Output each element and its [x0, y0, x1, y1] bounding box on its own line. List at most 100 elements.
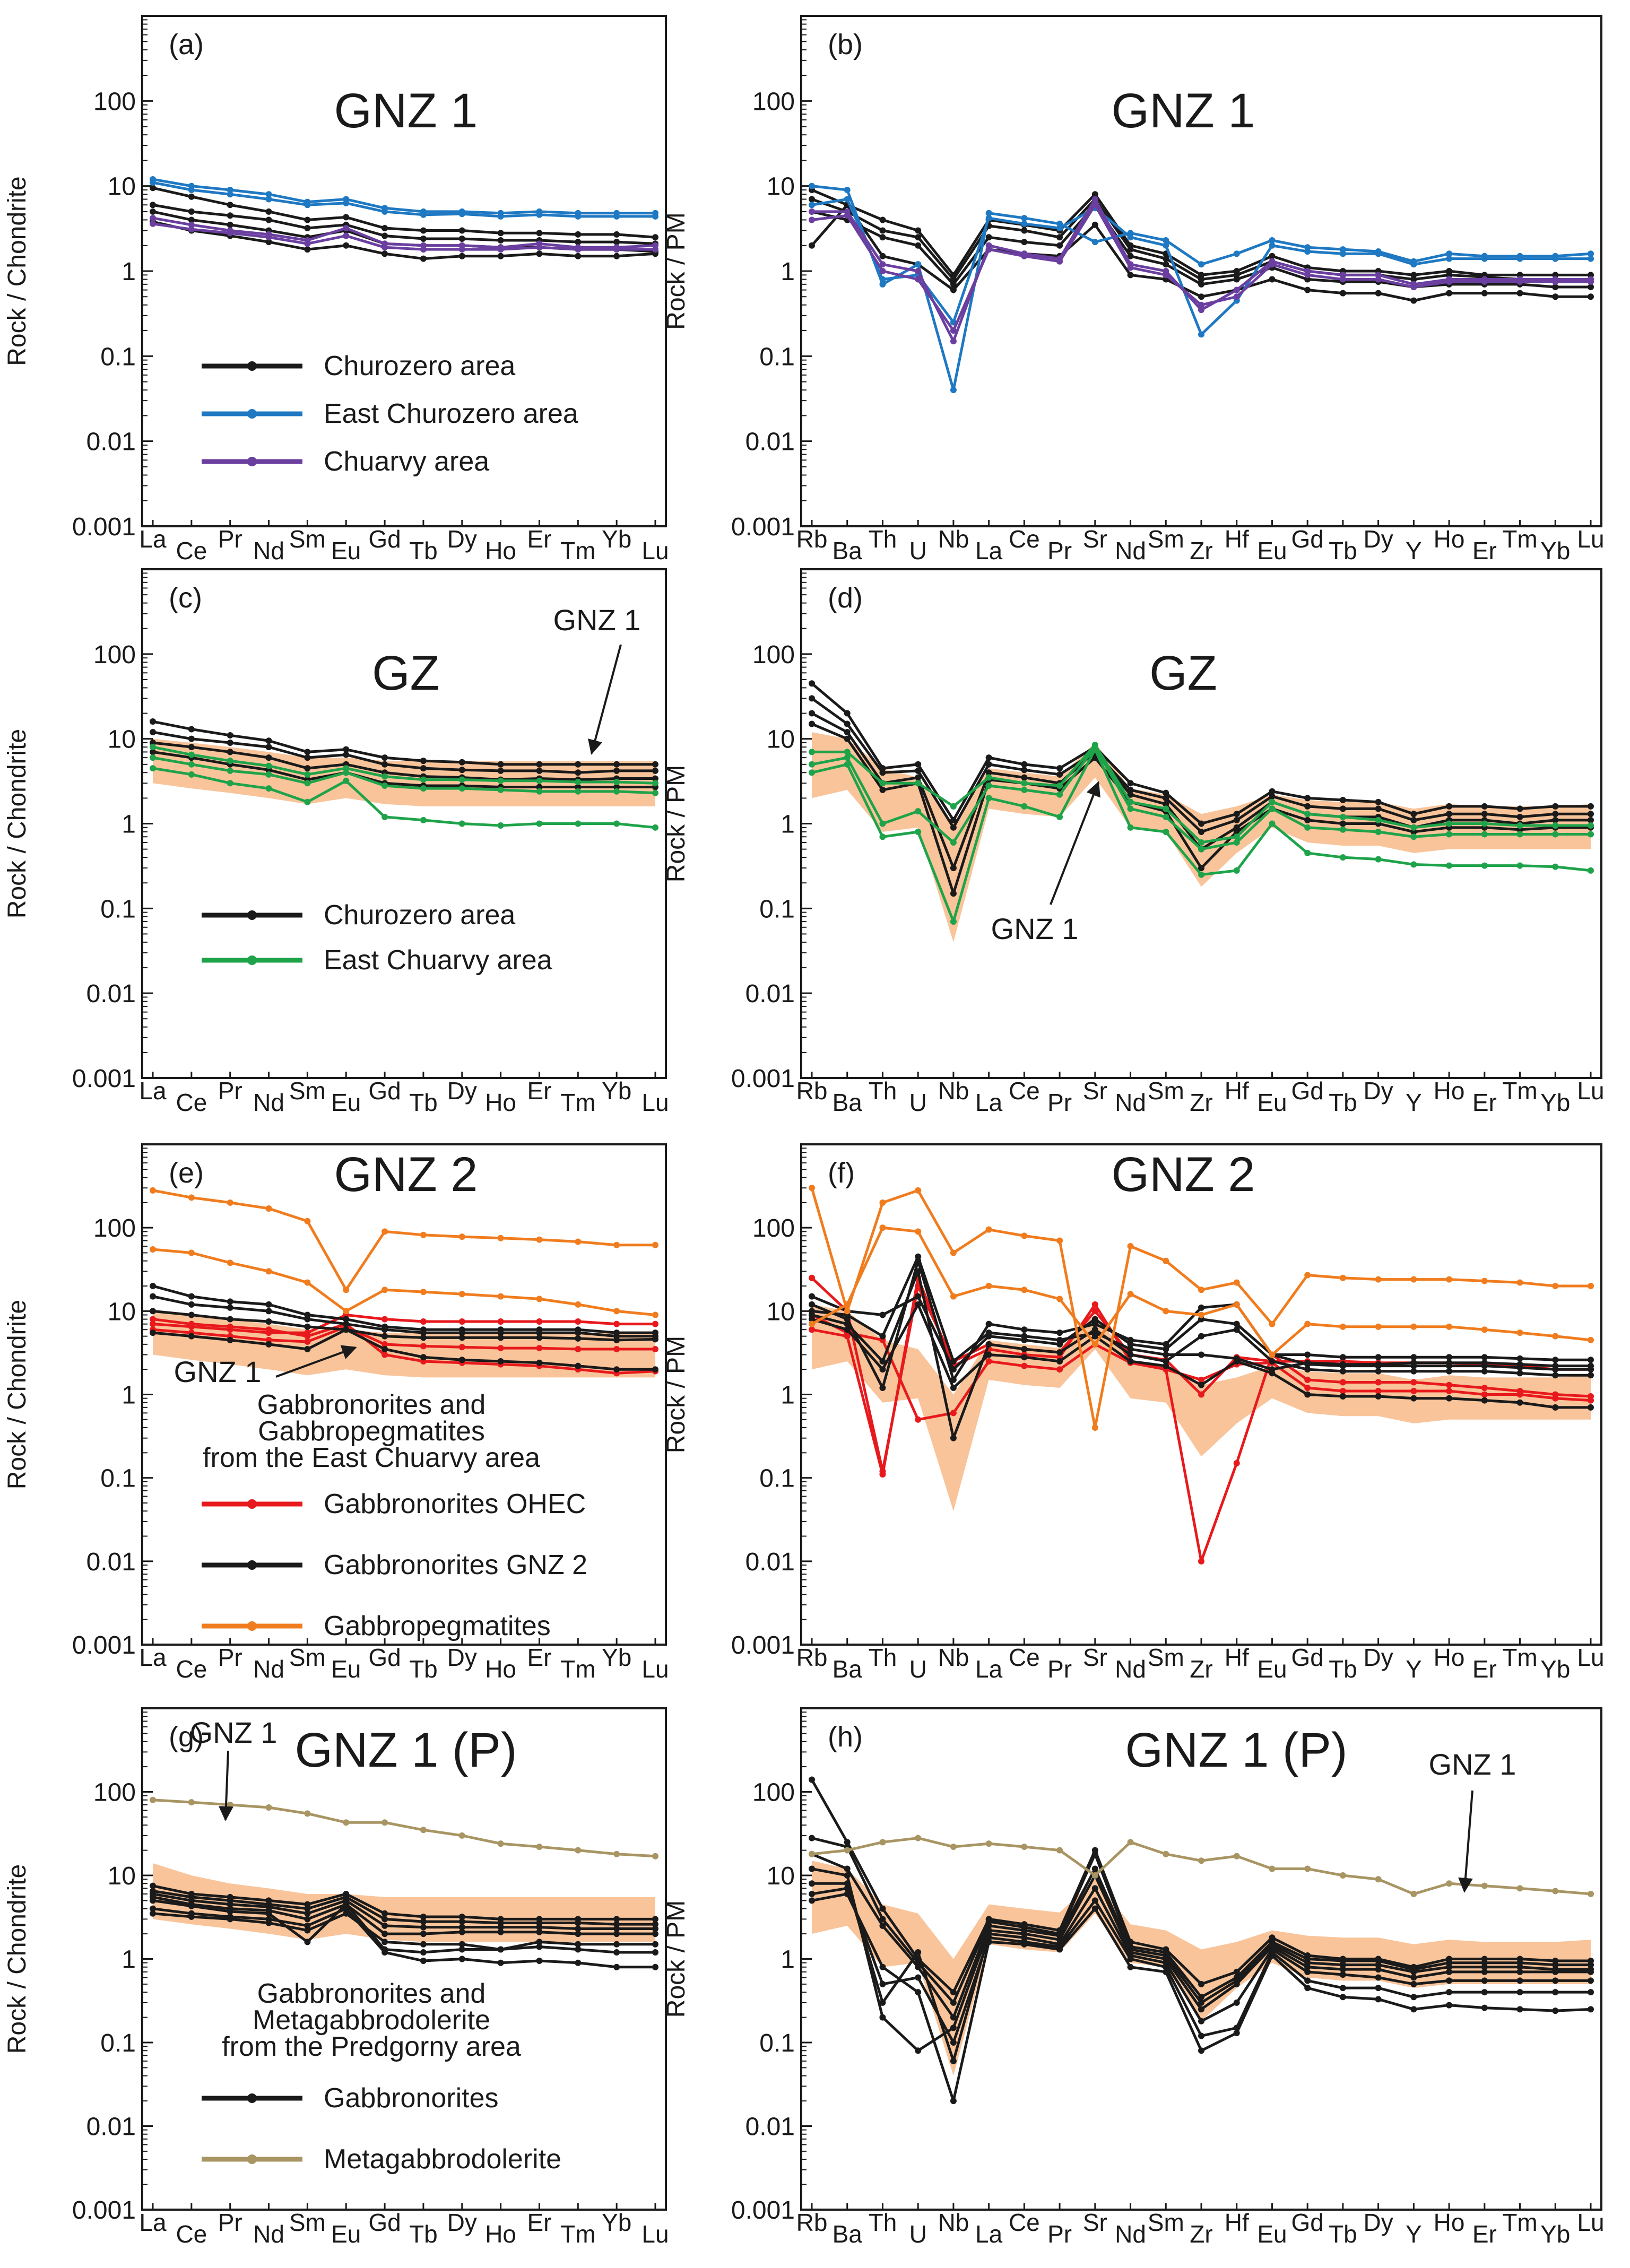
- data-point: [1375, 1985, 1382, 1992]
- x-tick-label: La: [139, 2209, 167, 2236]
- data-point: [420, 816, 427, 823]
- data-point: [497, 1334, 504, 1341]
- data-point: [1375, 250, 1382, 257]
- data-point: [575, 1318, 582, 1325]
- data-point: [1446, 279, 1453, 285]
- data-point: [1375, 290, 1382, 297]
- data-point: [1410, 824, 1417, 831]
- data-point: [985, 783, 992, 789]
- x-tick-label: Tb: [1329, 1655, 1357, 1683]
- data-point: [915, 2047, 922, 2054]
- data-point: [343, 1910, 350, 1917]
- data-point: [844, 1320, 851, 1327]
- data-point: [915, 1963, 922, 1970]
- series-line: [809, 1890, 1594, 2105]
- data-point: [879, 786, 886, 793]
- x-tick-label: Hf: [1225, 1077, 1249, 1105]
- data-point: [150, 220, 156, 227]
- data-point: [1516, 272, 1523, 279]
- data-point: [1056, 1946, 1063, 1953]
- panel-title: GNZ 2: [334, 1148, 478, 1202]
- data-point: [1304, 1985, 1311, 1992]
- y-tick-label: 10: [767, 726, 795, 754]
- data-point: [1021, 1326, 1028, 1333]
- legend: Churozero area East Chuarvy area: [202, 900, 552, 976]
- data-point: [844, 212, 851, 219]
- data-point: [1127, 1956, 1134, 1962]
- y-tick-label: 10: [108, 1862, 136, 1890]
- x-tick-label: Pr: [218, 525, 242, 553]
- data-point: [879, 1980, 886, 1987]
- data-point: [265, 234, 272, 241]
- data-point: [188, 226, 195, 233]
- data-point: [1127, 1351, 1134, 1358]
- data-point: [1269, 237, 1276, 244]
- data-point: [304, 1279, 311, 1286]
- y-tick-label: 10: [108, 726, 136, 754]
- data-point: [915, 242, 922, 249]
- x-tick-label: Pr: [1047, 537, 1072, 564]
- data-point: [1091, 1850, 1098, 1857]
- data-point: [652, 213, 658, 220]
- data-point: [382, 232, 388, 239]
- data-point: [382, 250, 388, 257]
- x-tick-label: Sr: [1083, 525, 1107, 553]
- data-point: [809, 1301, 815, 1308]
- data-point: [575, 1335, 582, 1342]
- data-point: [1056, 1358, 1063, 1365]
- data-point: [1481, 279, 1488, 285]
- series-path: [152, 186, 656, 239]
- data-point: [304, 1927, 311, 1934]
- data-point: [458, 1832, 465, 1839]
- data-point: [844, 1890, 851, 1897]
- data-point: [188, 1323, 195, 1330]
- data-point: [1552, 1333, 1559, 1340]
- data-point: [1198, 871, 1204, 878]
- data-point: [420, 255, 427, 262]
- data-point: [1588, 250, 1594, 257]
- x-tick-label: Pr: [218, 1644, 242, 1671]
- data-point: [1021, 761, 1028, 768]
- data-point: [304, 1922, 311, 1929]
- data-point: [1127, 1358, 1134, 1365]
- annotation-note: Gabbronorites and: [257, 1389, 486, 1420]
- data-point: [382, 244, 388, 251]
- legend-label: Chuarvy area: [324, 446, 489, 477]
- data-point: [613, 788, 620, 795]
- data-point: [1163, 242, 1169, 249]
- series-path: [811, 1837, 1591, 1896]
- data-point: [1410, 1379, 1417, 1386]
- data-point: [458, 759, 465, 766]
- data-point: [950, 1366, 957, 1373]
- data-point: [536, 1928, 543, 1935]
- data-point: [1339, 1323, 1346, 1330]
- x-tick-label: Tm: [1502, 2209, 1537, 2236]
- data-point: [304, 246, 311, 253]
- x-tick-label: Sr: [1083, 1644, 1107, 1671]
- data-point: [497, 1959, 504, 1966]
- data-point: [1588, 811, 1594, 818]
- data-point: [1446, 1880, 1453, 1887]
- data-point: [1198, 2018, 1204, 2024]
- x-tick-label: Sm: [289, 2209, 326, 2236]
- data-point: [382, 1341, 388, 1348]
- data-point: [304, 216, 311, 223]
- data-point: [458, 1918, 465, 1925]
- data-point: [1056, 1366, 1063, 1373]
- x-tick-label: Ba: [833, 537, 863, 564]
- data-point: [150, 1329, 156, 1336]
- data-point: [1446, 255, 1453, 262]
- data-point: [879, 1333, 886, 1340]
- data-point: [915, 828, 922, 835]
- data-point: [1516, 1370, 1523, 1377]
- data-point: [809, 695, 815, 702]
- data-point: [1552, 811, 1559, 818]
- data-point: [458, 1291, 465, 1298]
- data-point: [227, 780, 233, 787]
- data-point: [613, 761, 620, 768]
- data-point: [382, 1228, 388, 1235]
- data-point: [809, 183, 815, 189]
- y-axis-label: Rock / PM: [662, 765, 690, 882]
- data-point: [497, 1235, 504, 1241]
- x-tick-label: Nd: [253, 1089, 284, 1116]
